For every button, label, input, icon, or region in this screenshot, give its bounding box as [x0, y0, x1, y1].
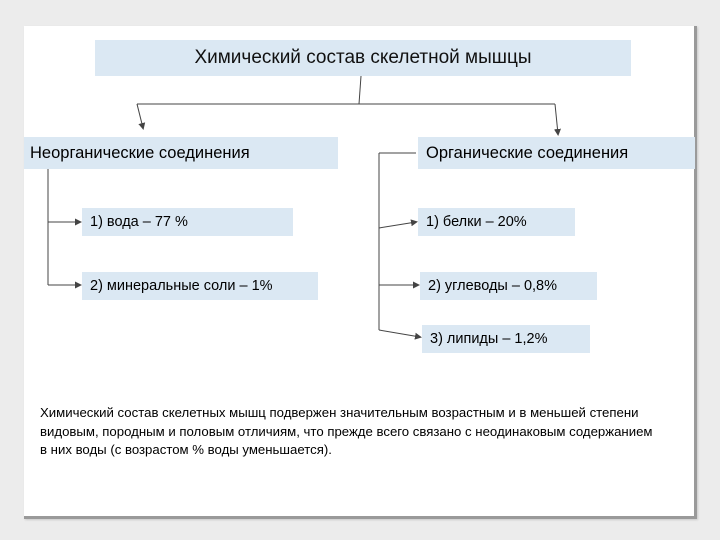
- inorganic-head: Неорганические соединения: [24, 137, 338, 169]
- item-water: 1) вода – 77 %: [82, 208, 293, 236]
- item-proteins: 1) белки – 20%: [418, 208, 575, 236]
- arrow-to-organic: [554, 103, 561, 136]
- title-stem-line: [358, 75, 362, 105]
- item-carbs: 2) углеводы – 0,8%: [420, 272, 597, 300]
- diagram-title: Химический состав скелетной мышцы: [95, 40, 631, 76]
- organic-head: Органические соединения: [418, 137, 695, 169]
- item-minerals: 2) минеральные соли – 1%: [82, 272, 318, 300]
- arrow-to-inorganic: [136, 103, 146, 130]
- arrow-to-lipids: [378, 329, 422, 340]
- explanatory-note: Химический состав скелетных мышц подверж…: [40, 405, 653, 457]
- item-lipids: 3) липиды – 1,2%: [422, 325, 590, 353]
- arrow-to-proteins: [378, 219, 418, 229]
